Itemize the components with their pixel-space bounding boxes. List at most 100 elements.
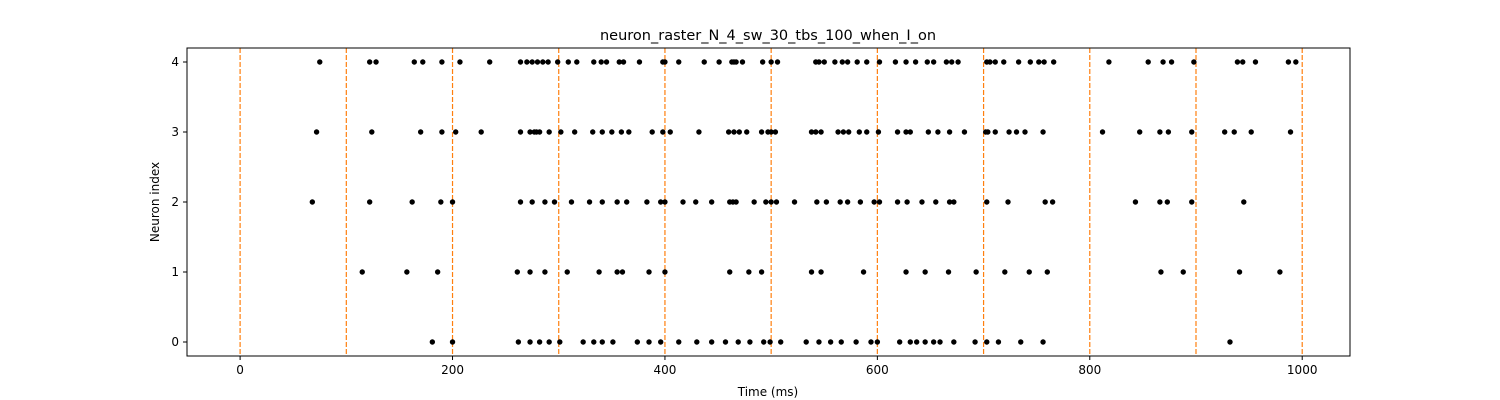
spike-n3-20 — [660, 129, 666, 135]
spike-n4-51 — [955, 59, 961, 65]
spike-n4-24 — [662, 59, 668, 65]
spike-n3-17 — [618, 129, 625, 135]
spike-n3-21 — [667, 129, 673, 135]
spike-n2-44 — [1049, 199, 1056, 205]
spike-n2-33 — [871, 199, 877, 205]
x-axis-label: Time (ms) — [737, 385, 799, 399]
spike-n3-24 — [731, 129, 737, 135]
y-tick-label-4: 4 — [171, 55, 179, 69]
spike-n0-15 — [694, 339, 700, 345]
spike-n3-22 — [696, 129, 702, 135]
spike-n2-7 — [542, 199, 548, 205]
spike-n4-6 — [457, 59, 463, 65]
spike-n4-40 — [844, 59, 851, 65]
spike-n1-27 — [1236, 269, 1243, 275]
spike-n1-18 — [903, 269, 909, 275]
spike-n3-50 — [1006, 129, 1012, 135]
spike-n2-16 — [662, 199, 668, 205]
spike-n0-10 — [610, 339, 616, 345]
spike-n3-57 — [1165, 129, 1172, 135]
spike-n4-20 — [616, 59, 622, 65]
spike-n3-2 — [417, 129, 424, 135]
spike-n0-31 — [907, 339, 913, 345]
spike-n0-27 — [853, 339, 859, 345]
spike-n0-19 — [747, 339, 753, 345]
spike-n3-19 — [649, 129, 655, 135]
spike-n0-3 — [527, 339, 533, 345]
spike-n0-9 — [599, 339, 605, 345]
spike-n2-0 — [309, 199, 316, 205]
spike-n4-26 — [701, 59, 707, 65]
spike-n0-4 — [536, 339, 543, 345]
spike-n1-24 — [1044, 269, 1051, 275]
spike-n4-44 — [892, 59, 899, 65]
spike-n1-8 — [614, 269, 620, 275]
spike-n1-3 — [514, 269, 521, 275]
spike-n3-11 — [546, 129, 552, 135]
spike-n4-11 — [534, 59, 541, 65]
spike-n3-43 — [925, 129, 932, 135]
spike-n1-9 — [619, 269, 626, 275]
spike-n0-34 — [930, 339, 937, 345]
spike-n4-0 — [317, 59, 323, 65]
spike-n4-17 — [591, 59, 597, 65]
spike-n0-30 — [896, 339, 903, 345]
spike-n0-25 — [827, 339, 834, 345]
spike-n3-25 — [736, 129, 742, 135]
spike-n3-12 — [558, 129, 564, 135]
spike-n3-49 — [992, 129, 998, 135]
spike-n3-53 — [1040, 129, 1046, 135]
spike-n3-38 — [864, 129, 870, 135]
spike-n4-61 — [1106, 59, 1112, 65]
spike-n0-20 — [761, 339, 767, 345]
spike-n0-41 — [1040, 339, 1046, 345]
spike-n1-19 — [922, 269, 928, 275]
spike-n2-6 — [529, 199, 535, 205]
spike-n3-36 — [845, 129, 852, 135]
spike-n0-2 — [515, 339, 522, 345]
spike-n4-43 — [876, 59, 883, 65]
spike-n4-33 — [768, 59, 774, 65]
spike-n4-62 — [1145, 59, 1151, 65]
spike-n0-40 — [1018, 339, 1024, 345]
spike-n2-36 — [904, 199, 910, 205]
spike-n2-30 — [837, 199, 843, 205]
spike-n2-28 — [814, 199, 820, 205]
spike-n0-39 — [995, 339, 1002, 345]
spike-n3-27 — [758, 129, 765, 135]
spike-n0-17 — [722, 339, 729, 345]
spike-n0-6 — [557, 339, 563, 345]
spike-n4-1 — [366, 59, 373, 65]
spike-n2-12 — [614, 199, 620, 205]
spike-n3-60 — [1231, 129, 1237, 135]
spike-n4-9 — [524, 59, 530, 65]
spike-n4-2 — [373, 59, 379, 65]
spike-n2-40 — [951, 199, 957, 205]
spike-n3-6 — [517, 129, 524, 135]
spike-n3-51 — [1013, 129, 1020, 135]
spike-n4-67 — [1240, 59, 1246, 65]
spike-n4-60 — [1050, 59, 1057, 65]
spike-n4-65 — [1191, 59, 1197, 65]
spike-n1-26 — [1180, 269, 1186, 275]
spike-n2-42 — [1005, 199, 1011, 205]
spike-n0-38 — [984, 339, 990, 345]
spike-n3-55 — [1137, 129, 1143, 135]
spike-n3-7 — [527, 129, 533, 135]
spike-n3-59 — [1221, 129, 1228, 135]
spike-n2-34 — [876, 199, 883, 205]
spike-n3-61 — [1248, 129, 1254, 135]
spike-n0-0 — [429, 339, 436, 345]
spike-n3-39 — [875, 129, 882, 135]
spike-n4-31 — [739, 59, 746, 65]
spike-n3-37 — [856, 129, 863, 135]
spike-n2-45 — [1132, 199, 1139, 205]
y-tick-label-3: 3 — [171, 125, 179, 139]
spike-n4-27 — [716, 59, 722, 65]
spike-n3-30 — [772, 129, 779, 135]
spike-n2-13 — [624, 199, 630, 205]
spike-n2-38 — [933, 199, 939, 205]
spike-n4-46 — [912, 59, 919, 65]
